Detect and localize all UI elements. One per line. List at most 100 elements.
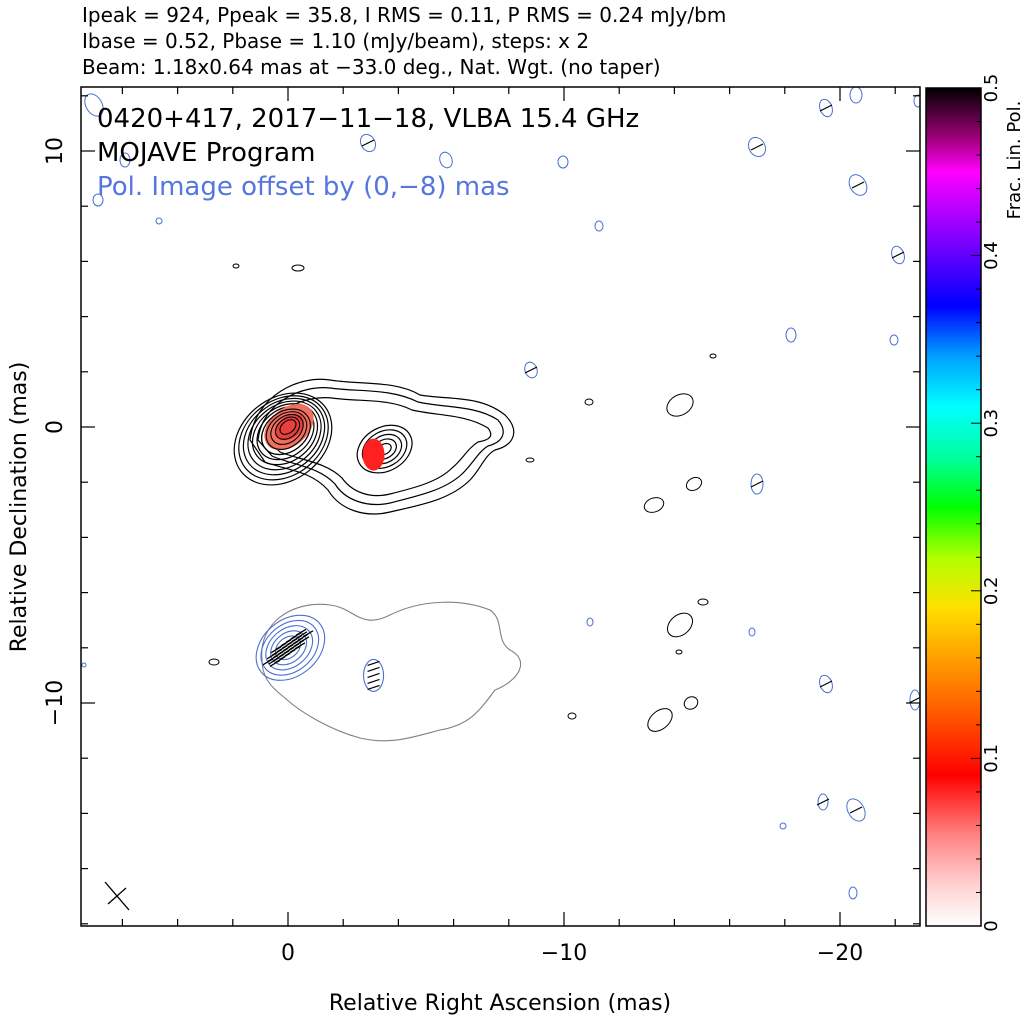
frac-pol-fill-knot — [362, 438, 385, 471]
pol-contour-core — [274, 635, 302, 661]
evpa-stick — [298, 636, 310, 644]
pol-noise-contour — [747, 136, 767, 158]
pol-offset-label: Pol. Image offset by (0,−8) mas — [97, 172, 510, 202]
pol-noise-contour — [524, 361, 538, 379]
evpa-stick — [524, 366, 538, 374]
pol-noise-contour — [92, 193, 104, 207]
pol-noise-contour — [439, 151, 453, 169]
evpa-stick — [302, 630, 314, 638]
noise-contour — [291, 264, 305, 272]
pol-base-contour — [261, 601, 522, 742]
header-line-1: Ipeak = 924, Ppeak = 35.8, I RMS = 0.11,… — [82, 3, 726, 27]
plot-frame — [80, 86, 921, 927]
x-tick-label: 0 — [281, 941, 295, 966]
header-line-2: Ibase = 0.52, Pbase = 1.10 (mJy/beam), s… — [82, 29, 589, 53]
pol-noise-contour — [849, 87, 863, 104]
pol-noise-contour — [848, 174, 868, 196]
noise-contour — [666, 612, 694, 638]
stokes-i-contour-jet — [257, 387, 504, 506]
stokes-i-contour-jet — [249, 378, 515, 515]
stokes-i-contour-core — [233, 392, 333, 486]
x-tick-label: −20 — [817, 941, 863, 966]
x-axis-label: Relative Right Ascension (mas) — [329, 991, 671, 1016]
pol-contour-knot — [363, 658, 385, 692]
pol-noise-contour — [848, 886, 858, 900]
pol-contour-core — [265, 625, 314, 671]
y-axis-label: Relative Declination (mas) — [7, 362, 32, 653]
pol-noise-contour — [155, 217, 163, 225]
noise-contour — [697, 598, 709, 606]
stokes-i-contour-core-inner — [279, 419, 297, 435]
stokes-i-contour-core-inner — [261, 408, 311, 456]
pol-noise-contour — [891, 245, 905, 265]
pol-noise-contour — [84, 93, 104, 117]
evpa-stick — [750, 143, 764, 151]
evpa-stick — [295, 628, 307, 636]
pol-noise-contour — [817, 793, 829, 811]
noise-contour — [647, 708, 673, 732]
colorbar — [925, 87, 982, 927]
evpa-stick — [367, 660, 380, 666]
pol-noise-contour — [779, 822, 787, 830]
colorbar-tick-label: 0.3 — [981, 409, 1002, 438]
pol-noise-contour — [819, 674, 833, 694]
pol-noise-contour — [359, 133, 377, 153]
evpa-stick — [908, 696, 920, 704]
y-tick-label: 10 — [43, 137, 68, 165]
noise-contour — [683, 696, 699, 710]
noise-contour — [709, 353, 717, 359]
pol-contour-core — [260, 619, 320, 676]
pol-noise-contour — [557, 155, 569, 169]
pol-contour-core — [255, 614, 326, 681]
pol-noise-contour — [748, 627, 756, 637]
noise-contour — [525, 457, 535, 463]
pol-noise-contour — [750, 473, 764, 495]
stokes-i-contour-jet — [265, 397, 492, 497]
noise-contour — [685, 476, 703, 492]
plot-content — [81, 87, 920, 911]
evpa-stick — [750, 480, 764, 488]
noise-contour — [232, 263, 240, 269]
stokes-i-contour-core — [242, 397, 326, 476]
pol-noise-contour — [819, 98, 833, 118]
evpa-stick — [819, 680, 833, 688]
stokes-i-contour-core-inner — [270, 413, 304, 445]
x-tick-label: −10 — [541, 941, 587, 966]
noise-contour — [643, 497, 665, 513]
pol-noise-contour — [119, 152, 131, 168]
pol-noise-contour — [889, 334, 899, 346]
evpa-stick — [816, 798, 830, 806]
stokes-i-contour-core-inner — [265, 411, 308, 451]
program-label: MOJAVE Program — [97, 138, 315, 168]
noise-contour — [675, 649, 683, 655]
colorbar-tick-label: 0 — [981, 920, 1002, 931]
colorbar-tick-label: 0.4 — [981, 241, 1002, 270]
evpa-stick — [367, 684, 380, 690]
noise-contour — [567, 712, 577, 720]
stokes-i-contour-knot — [356, 424, 413, 474]
colorbar-tick-label: 0.5 — [981, 74, 1002, 103]
evpa-stick — [367, 678, 380, 684]
pol-noise-contour — [586, 617, 594, 627]
evpa-stick — [361, 139, 375, 147]
evpa-stick — [367, 672, 380, 678]
y-tick-label: −10 — [43, 680, 68, 726]
y-tick-label: 0 — [43, 420, 68, 434]
pol-noise-contour — [909, 689, 920, 711]
evpa-stick — [296, 631, 308, 639]
noise-contour — [208, 658, 220, 666]
beam-minor-axis — [107, 887, 127, 905]
colorbar-ticks: 0 0.1 0.2 0.3 0.4 0.5 — [971, 74, 1002, 932]
evpa-stick — [294, 642, 306, 650]
pol-noise-contour — [785, 327, 797, 343]
evpa-stick — [851, 181, 865, 189]
header-line-3: Beam: 1.18x0.64 mas at −33.0 deg., Nat. … — [82, 55, 661, 79]
noise-contour — [584, 398, 594, 406]
evpa-stick — [367, 666, 380, 672]
colorbar-tick-label: 0.2 — [981, 576, 1002, 605]
axis-ticks: 0 −10 −20 10 0 −10 — [43, 87, 920, 966]
colorbar-label: Frac. Lin. Pol. — [1004, 101, 1025, 220]
evpa-stick — [819, 104, 833, 112]
pol-noise-contour — [913, 94, 920, 108]
